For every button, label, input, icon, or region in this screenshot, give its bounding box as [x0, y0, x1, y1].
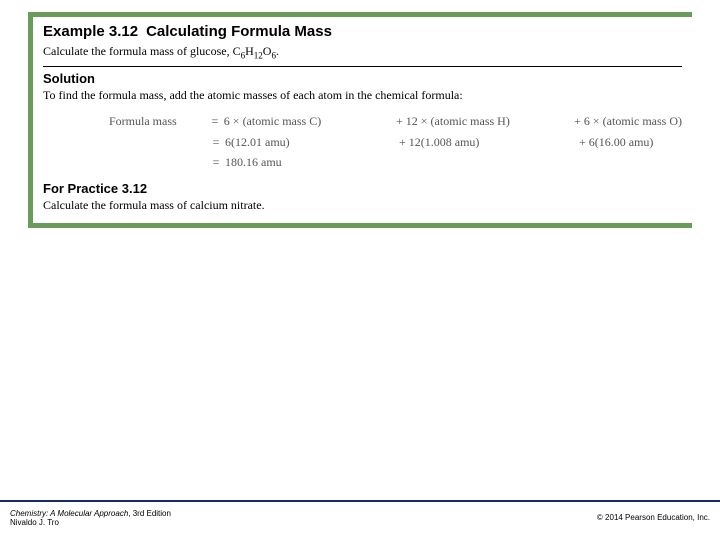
row2-eq: =	[207, 132, 225, 152]
solution-intro: To find the formula mass, add the atomic…	[43, 88, 682, 103]
problem-suffix: .	[276, 44, 279, 58]
book-title: Chemistry: A Molecular Approach	[10, 509, 128, 518]
footer-bar	[0, 500, 720, 502]
row1-t2: + 12 × (atomic mass H)	[396, 111, 574, 131]
row1-lhs: Formula mass	[109, 111, 206, 131]
footer-right: © 2014 Pearson Education, Inc.	[597, 513, 710, 522]
row2-t1: 6(12.01 amu)	[225, 132, 399, 152]
example-box: Example 3.12 Calculating Formula Mass Ca…	[28, 12, 692, 228]
formula-row-1: Formula mass = 6 × (atomic mass C) + 12 …	[109, 111, 682, 131]
row3-eq: =	[207, 152, 225, 172]
practice-heading: For Practice 3.12	[43, 181, 682, 196]
formula-h: H	[245, 44, 254, 58]
divider-1	[43, 66, 682, 67]
row1-t3: + 6 × (atomic mass O)	[574, 111, 682, 131]
practice-text: Calculate the formula mass of calcium ni…	[43, 198, 682, 213]
row2-t3: + 6(16.00 amu)	[579, 132, 653, 152]
problem-statement: Calculate the formula mass of glucose, C…	[43, 44, 682, 60]
problem-prefix: Calculate the formula mass of glucose, C	[43, 44, 241, 58]
solution-heading: Solution	[43, 71, 682, 86]
footer-left: Chemistry: A Molecular Approach, 3rd Edi…	[10, 509, 171, 528]
author: Nivaldo J. Tro	[10, 518, 59, 527]
row3-t1: 180.16 amu	[225, 152, 399, 172]
example-title: Calculating Formula Mass	[146, 23, 332, 40]
example-number: Example 3.12	[43, 23, 138, 40]
page: Example 3.12 Calculating Formula Mass Ca…	[0, 0, 720, 540]
row2-lhs	[109, 132, 207, 152]
row3-lhs	[109, 152, 207, 172]
row3-t2	[399, 152, 579, 172]
subscript-2: 12	[254, 50, 263, 60]
row1-t1: 6 × (atomic mass C)	[224, 111, 396, 131]
row2-t2: + 12(1.008 amu)	[399, 132, 579, 152]
formula-block: Formula mass = 6 × (atomic mass C) + 12 …	[109, 111, 682, 172]
row1-eq: =	[206, 111, 224, 131]
formula-row-3: = 180.16 amu	[109, 152, 682, 172]
book-edition: , 3rd Edition	[128, 509, 171, 518]
title-row: Example 3.12 Calculating Formula Mass	[43, 23, 682, 40]
formula-row-2: = 6(12.01 amu) + 12(1.008 amu) + 6(16.00…	[109, 132, 682, 152]
